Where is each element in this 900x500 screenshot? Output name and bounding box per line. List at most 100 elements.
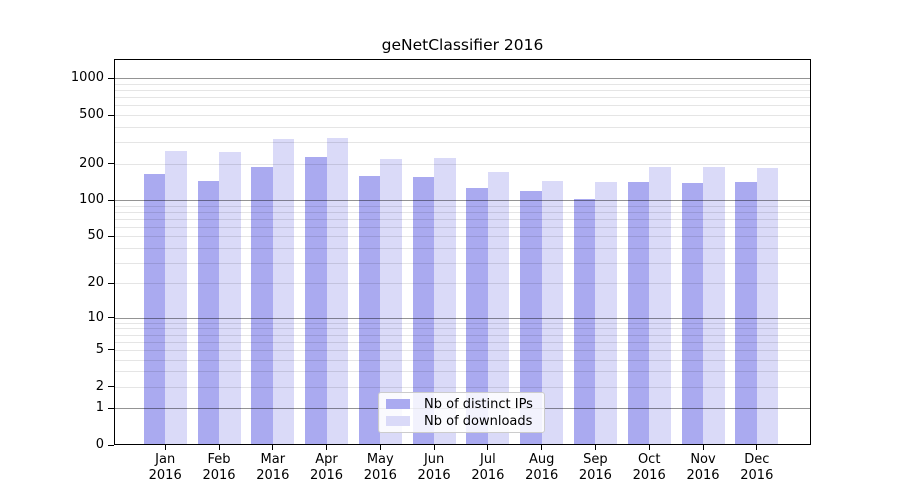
x-tick-label-jun: Jun 2016	[417, 452, 451, 483]
y-tick-2	[108, 386, 114, 388]
bar-downloads-feb	[219, 151, 241, 445]
x-tick-jun	[433, 445, 435, 450]
gridline-minor-300	[114, 142, 811, 144]
gridline-minor-5	[114, 349, 811, 351]
x-tick-label-jan: Jan 2016	[148, 452, 182, 483]
x-tick-label-may: May 2016	[363, 452, 397, 483]
bar-distinct-ips-apr	[305, 157, 327, 445]
x-tick-label-feb: Feb 2016	[202, 452, 236, 483]
legend-label-downloads: Nb of downloads	[424, 413, 533, 429]
x-tick-dec	[756, 445, 758, 450]
gridline-major-100	[114, 200, 811, 202]
y-tick-5	[108, 349, 114, 351]
y-tick-label-50: 50	[87, 228, 104, 244]
bar-downloads-dec	[756, 168, 779, 445]
bar-downloads-sep	[595, 181, 617, 445]
bar-distinct-ips-feb	[197, 180, 219, 445]
gridline-minor-500	[114, 115, 811, 117]
x-tick-label-nov: Nov 2016	[686, 452, 720, 483]
x-tick-jan	[164, 445, 166, 450]
bar-downloads-oct	[649, 166, 671, 445]
y-tick-100	[108, 199, 114, 201]
y-tick-label-1: 1	[95, 400, 104, 416]
bar-downloads-mar	[272, 139, 295, 445]
gridline-minor-70	[114, 218, 811, 220]
x-tick-label-oct: Oct 2016	[632, 452, 666, 483]
y-tick-label-1000: 1000	[70, 70, 104, 86]
y-tick-label-20: 20	[87, 275, 104, 291]
gridline-minor-8	[114, 328, 811, 330]
y-tick-20	[108, 282, 114, 284]
y-tick-label-2: 2	[95, 378, 104, 394]
x-tick-jul	[487, 445, 489, 450]
gridline-minor-900	[114, 83, 811, 85]
legend-item-downloads: Nb of downloads	[386, 413, 536, 429]
x-tick-label-aug: Aug 2016	[525, 452, 559, 483]
y-tick-10	[108, 317, 114, 319]
bar-distinct-ips-oct	[627, 182, 650, 445]
legend-swatch-distinct-ips	[386, 399, 410, 409]
gridline-major-10	[114, 317, 811, 319]
bar-distinct-ips-nov	[681, 183, 703, 445]
bar-distinct-ips-mar	[251, 167, 273, 445]
x-tick-label-sep: Sep 2016	[578, 452, 612, 483]
x-tick-may	[379, 445, 381, 450]
x-tick-label-mar: Mar 2016	[256, 452, 290, 483]
y-tick-label-500: 500	[79, 107, 104, 123]
gridline-minor-60	[114, 226, 811, 228]
gridline-minor-40	[114, 247, 811, 249]
gridline-minor-700	[114, 97, 811, 99]
y-tick-500	[108, 114, 114, 116]
y-tick-0	[108, 444, 114, 446]
gridline-minor-9	[114, 322, 811, 324]
y-tick-1	[108, 407, 114, 409]
gridline-minor-600	[114, 105, 811, 107]
bar-distinct-ips-aug	[520, 191, 542, 445]
y-tick-label-10: 10	[87, 309, 104, 325]
y-tick-1000	[108, 77, 114, 79]
x-tick-label-apr: Apr 2016	[309, 452, 344, 483]
x-tick-label-dec: Dec 2016	[740, 452, 774, 483]
x-tick-mar	[272, 445, 274, 450]
gridline-minor-7	[114, 334, 811, 336]
bar-downloads-jan	[165, 150, 187, 445]
gridline-minor-6	[114, 341, 811, 343]
x-tick-feb	[218, 445, 220, 450]
gridline-minor-90	[114, 205, 811, 207]
x-tick-sep	[594, 445, 596, 450]
y-tick-200	[108, 163, 114, 164]
gridline-major-1000	[114, 78, 811, 80]
bar-downloads-may	[380, 159, 402, 445]
y-tick-label-100: 100	[79, 192, 104, 208]
bar-distinct-ips-sep	[573, 198, 596, 445]
gridline-minor-50	[114, 236, 811, 238]
gridline-minor-200	[114, 163, 811, 165]
gridline-minor-3	[114, 371, 811, 373]
y-tick-label-5: 5	[95, 341, 104, 357]
bar-downloads-jul	[487, 171, 510, 445]
legend: Nb of distinct IPs Nb of downloads	[378, 392, 545, 433]
bar-downloads-aug	[541, 180, 564, 445]
bar-distinct-ips-jun	[412, 177, 435, 445]
bar-distinct-ips-may	[358, 175, 381, 445]
legend-item-distinct-ips: Nb of distinct IPs	[386, 396, 536, 412]
bar-distinct-ips-dec	[735, 182, 757, 445]
bar-downloads-jun	[434, 158, 456, 445]
y-tick-label-200: 200	[79, 155, 104, 171]
gridline-minor-400	[114, 126, 811, 128]
gridline-minor-2	[114, 386, 811, 388]
plot-area	[114, 59, 811, 445]
bar-distinct-ips-jul	[466, 187, 488, 445]
bar-distinct-ips-jan	[143, 174, 166, 445]
chart-title: geNetClassifier 2016	[381, 36, 544, 54]
bar-downloads-apr	[326, 138, 348, 445]
gridline-minor-80	[114, 211, 811, 213]
gridline-minor-4	[114, 359, 811, 361]
legend-label-distinct-ips: Nb of distinct IPs	[424, 396, 533, 412]
gridline-minor-30	[114, 262, 811, 264]
gridline-minor-800	[114, 90, 811, 92]
y-tick-label-0: 0	[95, 437, 104, 452]
x-tick-apr	[326, 445, 327, 450]
x-tick-oct	[648, 445, 650, 450]
